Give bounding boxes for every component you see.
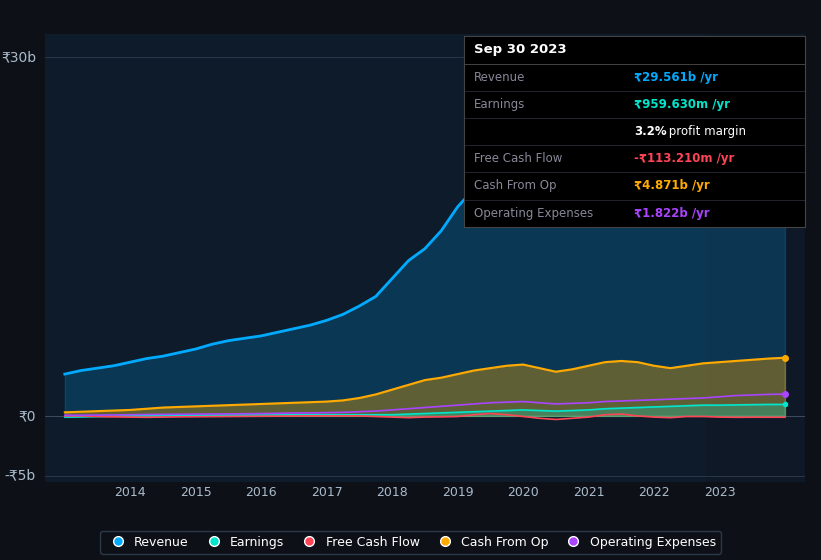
- Text: ₹959.630m /yr: ₹959.630m /yr: [635, 98, 730, 111]
- Text: -₹113.210m /yr: -₹113.210m /yr: [635, 152, 735, 165]
- Text: ₹30b: ₹30b: [1, 50, 36, 64]
- Text: profit margin: profit margin: [665, 125, 746, 138]
- Text: Sep 30 2023: Sep 30 2023: [474, 44, 566, 57]
- Text: Operating Expenses: Operating Expenses: [474, 207, 594, 220]
- Bar: [706, 34, 805, 482]
- Text: -₹5b: -₹5b: [5, 469, 36, 483]
- Text: Revenue: Revenue: [474, 71, 525, 83]
- Text: Cash From Op: Cash From Op: [474, 180, 557, 193]
- Legend: Revenue, Earnings, Free Cash Flow, Cash From Op, Operating Expenses: Revenue, Earnings, Free Cash Flow, Cash …: [100, 531, 721, 554]
- Text: 3.2%: 3.2%: [635, 125, 667, 138]
- Text: ₹4.871b /yr: ₹4.871b /yr: [635, 180, 710, 193]
- Text: ₹1.822b /yr: ₹1.822b /yr: [635, 207, 710, 220]
- Text: Earnings: Earnings: [474, 98, 525, 111]
- Text: ₹29.561b /yr: ₹29.561b /yr: [635, 71, 718, 83]
- Text: ₹0: ₹0: [19, 409, 36, 423]
- Text: Free Cash Flow: Free Cash Flow: [474, 152, 562, 165]
